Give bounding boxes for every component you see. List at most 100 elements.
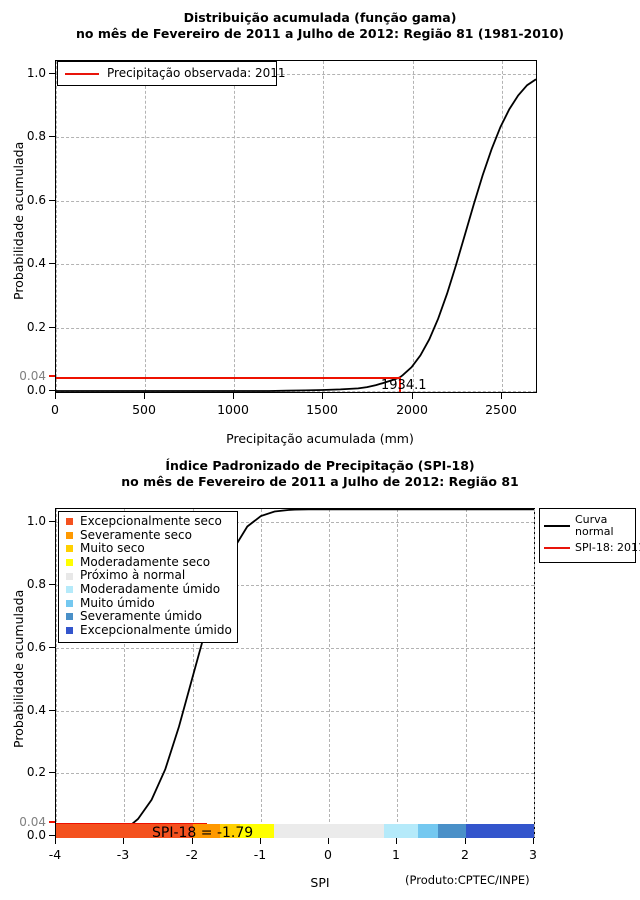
gridline-h bbox=[56, 74, 536, 75]
xtick-label: 2000 bbox=[396, 402, 428, 417]
xtick-label: 1 bbox=[392, 847, 400, 862]
ytick-label: 0.6 bbox=[26, 193, 46, 207]
colorbar-segment-muito-seco bbox=[219, 824, 241, 838]
gridline-h bbox=[56, 201, 536, 202]
black-line-icon bbox=[544, 525, 570, 527]
legend-label-spi: SPI-18: 2011 bbox=[575, 541, 640, 555]
chart1-legend: Precipitação observada: 2011 bbox=[57, 61, 285, 86]
chart1-title-line2: no mês de Fevereiro de 2011 a Julho de 2… bbox=[75, 26, 565, 41]
chart2-highlight-ytick-label: 0.04 bbox=[19, 815, 46, 829]
legend-entry-severamente-umido: Severamente úmido bbox=[59, 610, 237, 624]
chart2-highlight-ytick bbox=[49, 821, 55, 823]
gamma-cdf-panel: Distribuição acumulada (função gama) no … bbox=[0, 10, 640, 446]
colorbar-segment-muito-umido bbox=[417, 824, 439, 838]
legend-label: Moderadamente úmido bbox=[80, 581, 221, 596]
legend-label-curve-line2: normal bbox=[575, 525, 614, 538]
xtick-label: 0 bbox=[324, 847, 332, 862]
gridline-h bbox=[56, 711, 534, 712]
xtick-label: -2 bbox=[185, 847, 199, 862]
chart1-observed-hline bbox=[56, 377, 401, 379]
xtick bbox=[328, 838, 329, 844]
xtick-label: -3 bbox=[116, 847, 130, 862]
red-line-icon bbox=[544, 547, 570, 549]
xtick bbox=[412, 393, 413, 399]
swatch-icon bbox=[66, 586, 73, 594]
chart1-observed-value-label: 1934.1 bbox=[381, 378, 427, 393]
gridline-h bbox=[56, 648, 534, 649]
xtick bbox=[260, 838, 261, 844]
ytick-label: 1.0 bbox=[26, 514, 46, 528]
gridline-v bbox=[56, 509, 57, 837]
xtick-label: 0 bbox=[51, 402, 59, 417]
swatch-icon bbox=[66, 559, 73, 567]
legend-label: Severamente seco bbox=[80, 527, 192, 542]
xtick-label: 1000 bbox=[217, 402, 249, 417]
gridline-v bbox=[502, 61, 503, 392]
gridline-v bbox=[56, 61, 57, 392]
legend-entry-moderadamente-seco: Moderadamente seco bbox=[59, 554, 237, 570]
colorbar-segment-moderadamente-seco bbox=[240, 824, 275, 838]
chart1-observed-vline bbox=[399, 377, 401, 392]
legend-label: Muito seco bbox=[80, 541, 145, 556]
colorbar-segment-excepcionalmente-seco bbox=[56, 824, 193, 838]
xtick bbox=[465, 838, 466, 844]
ytick-label: 0.2 bbox=[26, 765, 46, 779]
xtick-label: -4 bbox=[48, 847, 62, 862]
xtick-label: 1500 bbox=[306, 402, 338, 417]
ytick-label: 0.4 bbox=[26, 256, 46, 270]
chart1-curve bbox=[56, 78, 536, 392]
chart1-yaxis-label: Probabilidade acumulada bbox=[11, 141, 26, 300]
legend-entry: Precipitação observada: 2011 bbox=[58, 62, 285, 85]
xtick-label: 2500 bbox=[485, 402, 517, 417]
gridline-h bbox=[56, 264, 536, 265]
chart1-highlight-ytick bbox=[49, 375, 55, 377]
gridline-h bbox=[56, 391, 536, 392]
legend-entry-excepcionalmente-seco: Excepcionalmente seco bbox=[59, 514, 237, 529]
ytick bbox=[49, 772, 55, 773]
gridline-v bbox=[534, 509, 535, 837]
ytick-label: 0.0 bbox=[26, 828, 46, 842]
chart2-plot-area: Excepcionalmente seco Severamente seco M… bbox=[55, 508, 535, 838]
gridline-h bbox=[56, 522, 534, 523]
swatch-icon bbox=[66, 545, 73, 553]
ytick bbox=[49, 136, 55, 137]
ytick bbox=[49, 200, 55, 201]
gridline-v bbox=[465, 509, 467, 837]
legend-label: Severamente úmido bbox=[80, 609, 202, 624]
legend-entry-excepcionalmente-umido: Excepcionalmente úmido bbox=[59, 623, 237, 638]
swatch-icon bbox=[66, 531, 73, 539]
legend-label: Muito úmido bbox=[80, 595, 155, 610]
chart1-title-line1: Distribuição acumulada (função gama) bbox=[183, 10, 457, 25]
legend-label: Moderadamente seco bbox=[80, 554, 211, 569]
gridline-v bbox=[234, 61, 235, 392]
gridline-v bbox=[145, 61, 146, 392]
xtick bbox=[322, 393, 323, 399]
gridline-h bbox=[56, 328, 536, 329]
ytick-label: 0.8 bbox=[26, 577, 46, 591]
gridline-h bbox=[56, 137, 536, 138]
ytick bbox=[49, 710, 55, 711]
swatch-icon bbox=[66, 613, 73, 621]
swatch-icon bbox=[66, 572, 73, 580]
chart1-title: Distribuição acumulada (função gama) no … bbox=[0, 10, 640, 42]
gridline-v bbox=[260, 509, 262, 837]
legend-label: Precipitação observada: 2011 bbox=[107, 65, 286, 80]
gridline-h bbox=[56, 773, 534, 774]
chart2-curve-legend: Curva normal SPI-18: 2011 bbox=[539, 508, 640, 563]
ytick bbox=[49, 835, 55, 836]
spi-category-colorbar bbox=[56, 824, 534, 838]
chart2-title-line1: Índice Padronizado de Precipitação (SPI-… bbox=[165, 458, 475, 473]
chart1-plot-area bbox=[55, 60, 537, 393]
ytick-label: 0.6 bbox=[26, 640, 46, 654]
chart2-title: Índice Padronizado de Precipitação (SPI-… bbox=[0, 458, 640, 490]
colorbar-segment-severamente-umido bbox=[438, 824, 466, 838]
xtick bbox=[55, 393, 56, 399]
legend-entry-proximo-a-normal: Próximo à normal bbox=[59, 569, 237, 583]
chart1-xaxis-label: Precipitação acumulada (mm) bbox=[226, 431, 414, 446]
ytick-label: 1.0 bbox=[26, 66, 46, 80]
legend-entry-muito-seco: Muito seco bbox=[59, 542, 237, 556]
colorbar-segment-severamente-seco bbox=[192, 824, 220, 838]
ytick-label: 0.4 bbox=[26, 703, 46, 717]
colorbar-segment-moderadamente-umido bbox=[383, 824, 418, 838]
legend-label: Excepcionalmente seco bbox=[80, 514, 222, 528]
